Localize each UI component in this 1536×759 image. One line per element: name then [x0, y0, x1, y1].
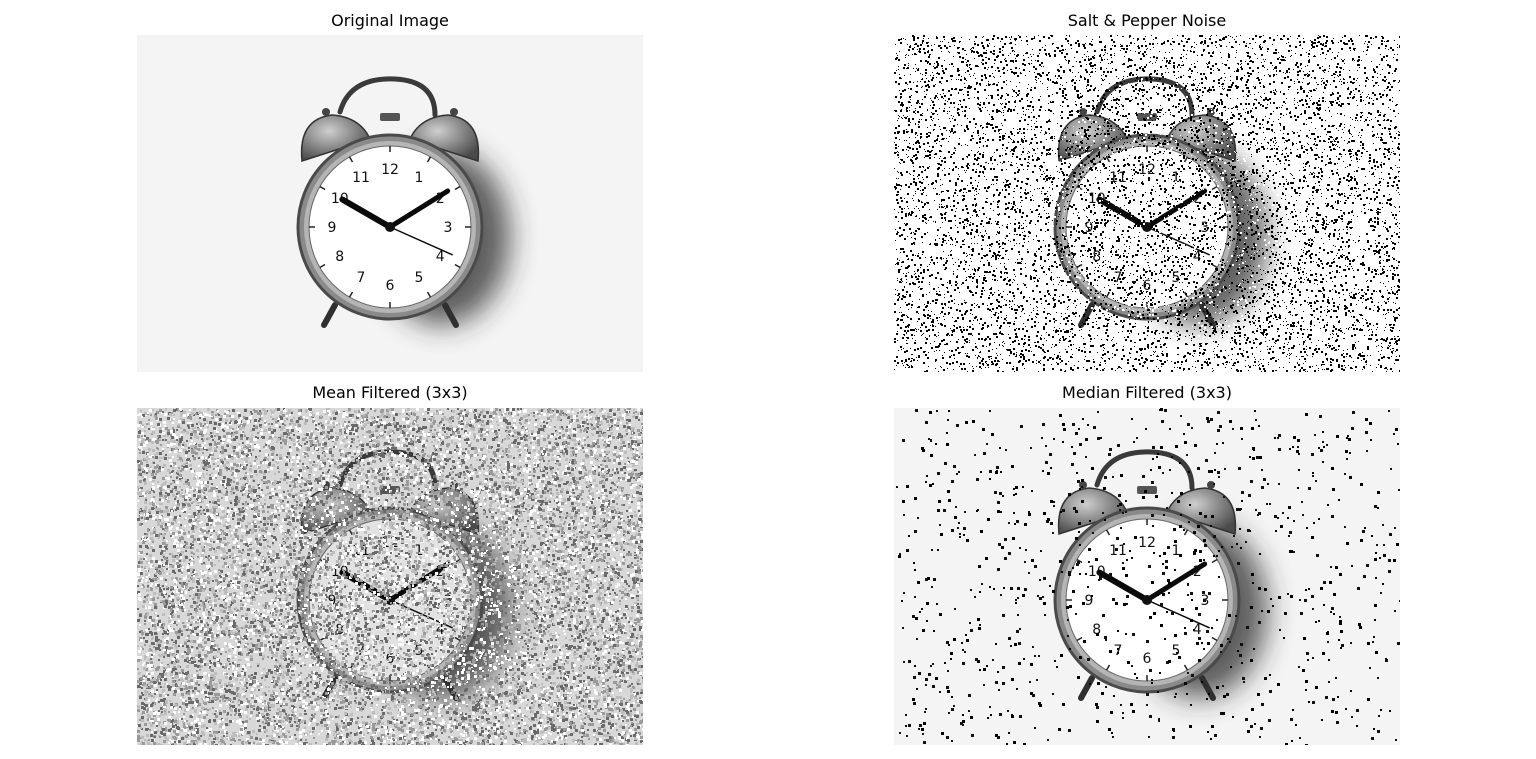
panel-svg: 121234567891011 — [894, 408, 1400, 745]
panel-title-median: Median Filtered (3x3) — [894, 383, 1400, 403]
clock-numeral: 8 — [1092, 622, 1101, 638]
clock-numeral: 11 — [352, 170, 370, 186]
clock-numeral: 4 — [436, 249, 445, 265]
clock-numeral: 6 — [1143, 651, 1152, 667]
image-original: 121234567891011 — [137, 35, 643, 372]
clock-numeral: 3 — [444, 220, 453, 236]
clock-numeral: 2 — [436, 564, 445, 580]
panel-svg: 121234567891011 — [137, 35, 643, 372]
panel-svg: 121234567891011 — [137, 408, 643, 745]
clock-numeral: 1 — [1172, 543, 1181, 559]
clock-numeral: 1 — [415, 543, 424, 559]
clock-numeral: 7 — [357, 270, 366, 286]
clock-numeral: 4 — [1193, 622, 1202, 638]
clock-numeral: 9 — [328, 220, 337, 236]
clock-numeral: 1 — [1172, 170, 1181, 186]
clock-numeral: 1 — [415, 170, 424, 186]
clock-numeral: 6 — [386, 278, 395, 294]
clock-numeral: 4 — [1193, 249, 1202, 265]
clock-numeral: 12 — [1138, 535, 1156, 551]
panel-title-original: Original Image — [137, 11, 643, 31]
clock-numeral: 6 — [386, 651, 395, 667]
alarm-clock: 121234567891011 — [1053, 76, 1267, 328]
clock-numeral: 5 — [1172, 643, 1181, 659]
clock-numeral: 2 — [436, 191, 445, 207]
noise-overlay — [137, 408, 643, 745]
alarm-clock: 121234567891011 — [296, 76, 510, 328]
image-salt-pepper: 121234567891011 — [894, 35, 1400, 372]
clock-numeral: 12 — [381, 162, 399, 178]
clock-numeral: 9 — [1085, 593, 1094, 609]
panel-title-salt-pepper: Salt & Pepper Noise — [894, 11, 1400, 31]
panel-svg: 121234567891011 — [894, 35, 1400, 372]
noise-overlay — [896, 408, 1400, 745]
clock-numeral: 2 — [1193, 564, 1202, 580]
clock-numeral: 8 — [335, 249, 344, 265]
clock-numeral: 7 — [1114, 270, 1123, 286]
noise-overlay — [894, 35, 1400, 372]
clock-numeral: 2 — [1193, 191, 1202, 207]
clock-numeral: 7 — [1114, 643, 1123, 659]
panel-title-mean: Mean Filtered (3x3) — [137, 383, 643, 403]
image-median-filtered: 121234567891011 — [894, 408, 1400, 745]
clock-numeral: 6 — [1143, 278, 1152, 294]
clock-numeral: 5 — [415, 270, 424, 286]
clock-numeral: 4 — [436, 622, 445, 638]
image-mean-filtered: 121234567891011 — [137, 408, 643, 745]
